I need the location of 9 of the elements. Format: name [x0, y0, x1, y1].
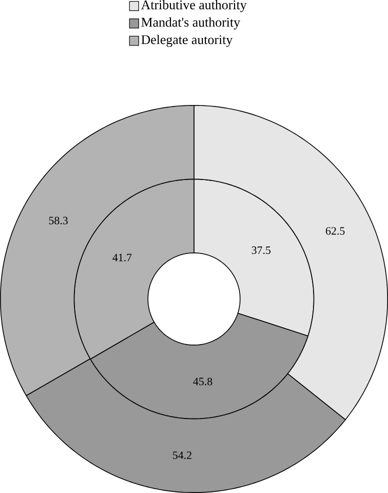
data-label: 45.8 [193, 378, 212, 386]
data-label: 41.7 [112, 254, 132, 262]
data-label: 58.3 [49, 216, 68, 224]
legend-label: Mandat's authority [141, 17, 240, 30]
data-label: 62.5 [326, 227, 345, 235]
data-label: 54.2 [173, 451, 192, 460]
data-label: 37.5 [252, 246, 271, 254]
legend-label: Delegate autority [141, 34, 233, 47]
legend-label: Atributive authority [141, 0, 247, 12]
